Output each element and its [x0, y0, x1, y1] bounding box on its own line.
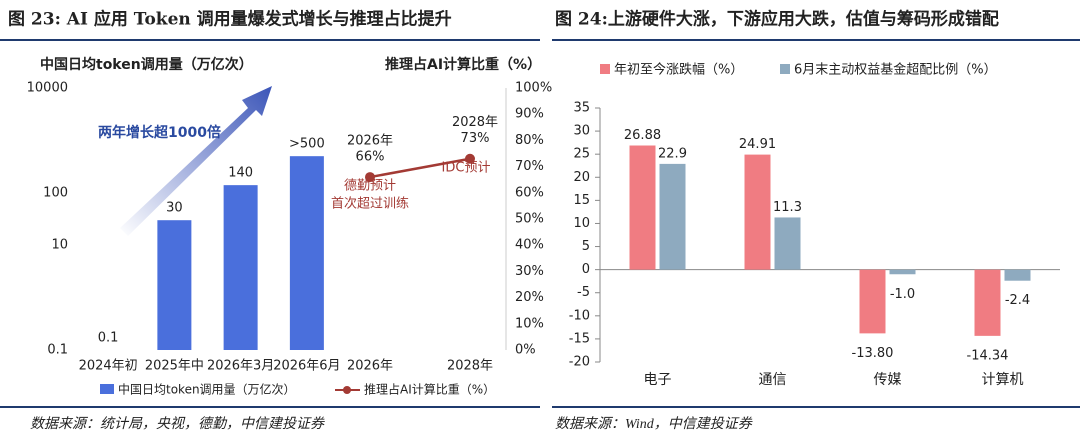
legend-swatch — [600, 64, 610, 74]
x-tick-label: 2026年 — [347, 359, 393, 374]
y-tick-label: 100 — [43, 185, 68, 200]
y-tick-label: 15 — [573, 193, 590, 208]
legend-label: 6月末主动权益基金超配比例（%） — [794, 62, 997, 78]
figure-title: 图 23: AI 应用 Token 调用量爆发式增长与推理占比提升 — [8, 9, 452, 30]
y-tick-label: 90% — [515, 107, 544, 122]
y-tick-label: 0 — [582, 262, 590, 277]
y-tick-label: -10 — [569, 308, 590, 323]
value-label: -2.4 — [1005, 293, 1030, 308]
y-tick-label: 50% — [515, 212, 544, 227]
y-tick-label: 10 — [573, 216, 590, 231]
y-tick-label: -20 — [569, 355, 590, 370]
y-tick-label: 35 — [573, 101, 590, 116]
value-label: 24.91 — [739, 137, 776, 152]
value-label: >500 — [289, 137, 325, 152]
bar — [629, 145, 656, 270]
bar — [774, 217, 801, 270]
source: 数据来源：Wind，中信建投证券 — [555, 416, 753, 432]
x-tick-label: 电子 — [644, 372, 672, 388]
bar — [289, 156, 324, 350]
annotation: 德勤预计 — [344, 179, 396, 194]
x-tick-label: 通信 — [759, 372, 787, 388]
value-label: -13.80 — [852, 346, 894, 361]
y-tick-label: 100% — [515, 81, 552, 96]
value-label: 66% — [356, 150, 385, 165]
chart-title: 推理占AI计算比重（%） — [385, 56, 541, 73]
annotation: 两年增长超1000倍 — [98, 124, 221, 141]
bar — [889, 269, 916, 275]
value-label: 73% — [461, 131, 490, 146]
annotation: 首次超过训练 — [331, 196, 409, 212]
legend-marker — [343, 386, 351, 394]
bar — [859, 269, 886, 334]
value-label: 26.88 — [624, 128, 661, 143]
point — [465, 153, 475, 164]
legend-label: 中国日均token调用量（万亿次） — [118, 382, 296, 397]
value-label: -1.0 — [890, 287, 915, 302]
point — [365, 172, 375, 183]
bar — [157, 220, 192, 350]
bar — [659, 163, 686, 270]
x-tick-label: 2028年 — [447, 359, 493, 374]
x-tick-label: 2026年6月 — [273, 359, 340, 374]
legend-swatch — [780, 64, 790, 74]
y-tick-label: 5 — [582, 239, 590, 254]
y-tick-label: 25 — [573, 147, 590, 162]
value-label: -14.34 — [967, 348, 1009, 363]
y-tick-label: 30 — [573, 124, 590, 139]
y-tick-label: 0% — [515, 343, 536, 358]
y-tick-label: -5 — [577, 285, 590, 300]
annotation: IDC预计 — [442, 161, 491, 176]
value-label: 11.3 — [773, 200, 802, 215]
x-tick-label: 传媒 — [874, 372, 902, 388]
x-tick-label: 2024年初 — [79, 359, 138, 374]
point-year: 2028年 — [452, 115, 498, 130]
x-tick-label: 2026年3月 — [207, 359, 274, 374]
growth-arrow — [120, 86, 272, 236]
bar — [744, 154, 771, 270]
y-tick-label: 70% — [515, 159, 544, 174]
legend-swatch — [100, 384, 114, 394]
y-tick-label: 20% — [515, 290, 544, 305]
x-tick-label: 计算机 — [982, 372, 1024, 388]
y-tick-label: 10000 — [27, 81, 68, 96]
line — [369, 157, 471, 179]
value-label: 30 — [166, 201, 183, 216]
point-year: 2026年 — [347, 134, 393, 149]
bar — [1004, 269, 1031, 281]
y-tick-label: 20 — [573, 170, 590, 185]
chart-title: 中国日均token调用量（万亿次） — [40, 56, 253, 73]
y-tick-label: -15 — [569, 331, 590, 346]
y-tick-label: 10 — [51, 238, 68, 253]
y-tick-label: 10% — [515, 316, 544, 331]
bar — [223, 185, 258, 350]
figure-title: 图 24:上游硬件大涨，下游应用大跌，估值与筹码形成错配 — [555, 9, 999, 30]
bar — [974, 269, 1001, 336]
legend-label: 年初至今涨跌幅（%） — [614, 62, 743, 78]
y-tick-label: 0.1 — [47, 343, 68, 358]
y-tick-label: 60% — [515, 185, 544, 200]
y-tick-label: 80% — [515, 133, 544, 148]
y-tick-label: 40% — [515, 238, 544, 253]
y-tick-label: 30% — [515, 264, 544, 279]
value-label: 140 — [228, 166, 253, 181]
value-label: 22.9 — [658, 146, 687, 161]
value-label: 0.1 — [98, 331, 119, 346]
x-tick-label: 2025年中 — [145, 359, 204, 374]
source: 数据来源：统计局，央视，德勤，中信建投证券 — [30, 416, 325, 432]
legend-label: 推理占AI计算比重（%） — [364, 382, 495, 397]
